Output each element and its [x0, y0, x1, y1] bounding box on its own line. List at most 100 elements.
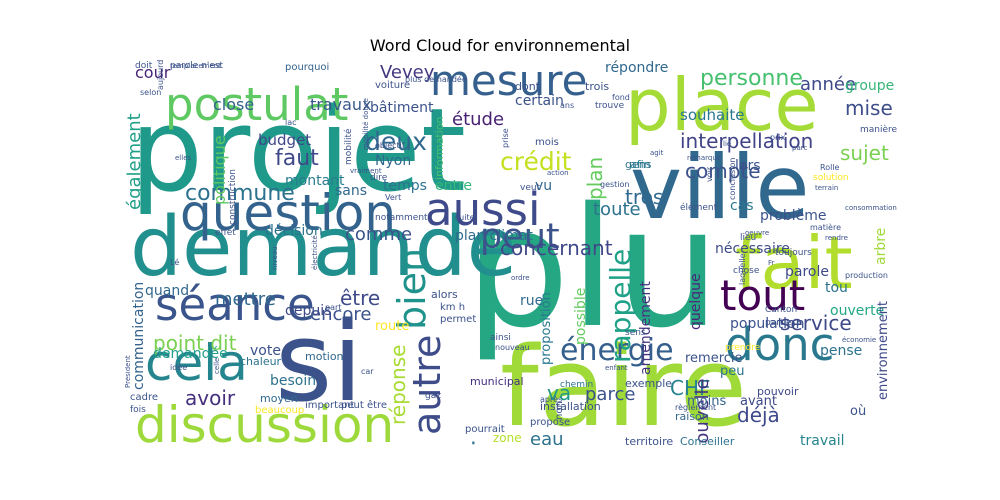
- word-etude: étude: [452, 109, 504, 130]
- word-deux: deux: [365, 127, 427, 156]
- word-toute: toute: [593, 199, 641, 220]
- word-fr: Fr: [768, 259, 775, 267]
- word-energie: énergie: [560, 333, 674, 368]
- word-le: Lé: [170, 257, 179, 267]
- word-necessaire: nécessaire: [715, 241, 790, 257]
- word-celle: celle: [213, 358, 221, 374]
- word-possible: possible: [573, 288, 589, 345]
- word-seance: séance: [155, 278, 315, 331]
- word-permet: permet: [440, 314, 476, 325]
- word-conseiller: Conseiller: [680, 435, 735, 445]
- word-zone: zone: [493, 431, 522, 445]
- word-oeuvre: oeuvre: [745, 229, 769, 237]
- word-sujet: sujet: [840, 141, 889, 165]
- word-trois: trois: [585, 80, 609, 93]
- word-laquelle: laquelle: [738, 253, 747, 285]
- word-interpellation: interpellation: [680, 129, 813, 153]
- word-budget: budget: [258, 131, 311, 149]
- word-point-dit: point dit: [153, 331, 237, 355]
- word-nyon: Nyon: [375, 153, 411, 169]
- word-politique: politique: [210, 135, 229, 205]
- word-economie: économie: [842, 336, 876, 344]
- word-batiment: bâtiment: [370, 100, 434, 116]
- word-sens: sens: [625, 328, 646, 338]
- word-arbre: arbre: [873, 228, 889, 265]
- word-notamment: notamment: [375, 213, 428, 223]
- word-plus-demandee: plus demandée: [405, 74, 467, 84]
- word-selon: selon: [140, 88, 161, 97]
- word-environnement: environnement: [876, 301, 891, 400]
- word-chaleur: chaleur: [240, 355, 282, 368]
- word-probleme: problème: [760, 208, 827, 224]
- word-parole: parole: [785, 264, 829, 280]
- word-souhaite: souhaite: [680, 106, 744, 124]
- word-eau: eau: [530, 429, 564, 445]
- word-demande: demande: [130, 200, 517, 295]
- word-plu: plu: [465, 172, 720, 364]
- word-groupe: groupe: [845, 78, 894, 94]
- word-remplacement: remplacement: [170, 62, 221, 70]
- word-mettre: mettre: [215, 289, 276, 310]
- word-rappelle: rappelle: [604, 249, 637, 363]
- word-matiere: matière: [810, 222, 841, 232]
- word-vraiment: vraiment: [350, 167, 382, 175]
- word-parc: parc: [792, 144, 807, 152]
- word-propose: propose: [530, 417, 570, 428]
- word-gestion: gestion: [600, 180, 630, 189]
- word-ans: ans: [560, 101, 574, 110]
- word-montant: montant: [285, 173, 345, 189]
- word-terrain: terrain: [815, 184, 838, 192]
- word-credit: crédit: [500, 147, 572, 176]
- word-sans: sans: [335, 183, 367, 199]
- word-moins: moins: [687, 394, 726, 409]
- word-rendre: rendre: [825, 234, 848, 242]
- word-projet: projet: [130, 84, 466, 218]
- word-demandee: demandée: [153, 346, 228, 362]
- word-fait: fait: [735, 221, 853, 305]
- word-tou: tou: [825, 280, 848, 296]
- word-conclusion: conclusion: [728, 158, 737, 200]
- word-parce: parce: [585, 384, 635, 405]
- word-effet: effet: [215, 228, 236, 238]
- word-raison: raison: [675, 410, 709, 423]
- word-remarque: remarque: [687, 154, 721, 162]
- word-commune: commune: [185, 181, 295, 206]
- word-voir: voir: [705, 166, 714, 182]
- word-consommation: consommation: [845, 204, 897, 212]
- word-egalement: également: [125, 113, 145, 210]
- word-travaux: travaux: [310, 95, 372, 114]
- word-production: production: [845, 271, 888, 280]
- word-non: non: [554, 401, 565, 420]
- word-doit: doit: [135, 61, 153, 71]
- word-partie: partie: [765, 318, 792, 328]
- word-niveau: niveau: [271, 246, 279, 270]
- word-ainsi: ainsi: [490, 333, 511, 343]
- word-postulat: postulat: [165, 78, 348, 131]
- word-avant: avant: [740, 394, 777, 409]
- word-dire: dire: [370, 173, 388, 183]
- word-part: part: [325, 303, 341, 312]
- word-enfant: enfant: [605, 364, 628, 372]
- word-pourrait: pourrait: [465, 424, 505, 435]
- word-km-h: km h: [440, 302, 465, 313]
- word-temps: temps: [383, 178, 427, 194]
- word-cela: cela: [145, 334, 248, 392]
- word-apres: après: [540, 394, 562, 404]
- word-besoin: besoin: [270, 373, 316, 389]
- word-lie: lié: [723, 140, 731, 148]
- word-ordre: ordre: [511, 274, 530, 282]
- word-plan-climat: plan climat: [455, 228, 533, 244]
- word-gens: gens: [625, 158, 652, 171]
- word-canton: Canton: [765, 305, 797, 315]
- word-va: va: [547, 381, 571, 405]
- word-entre: entre: [435, 178, 472, 194]
- word-idee: idée: [170, 362, 187, 372]
- word-vu: vu: [535, 178, 552, 194]
- word-electricite: électricité: [311, 235, 319, 270]
- word-important: important: [305, 400, 354, 411]
- word-nouvelle: nouvelle: [692, 378, 713, 445]
- word-president: Président: [125, 355, 132, 388]
- word-concernant: concernant: [500, 236, 613, 260]
- word-encore: encore: [310, 304, 371, 325]
